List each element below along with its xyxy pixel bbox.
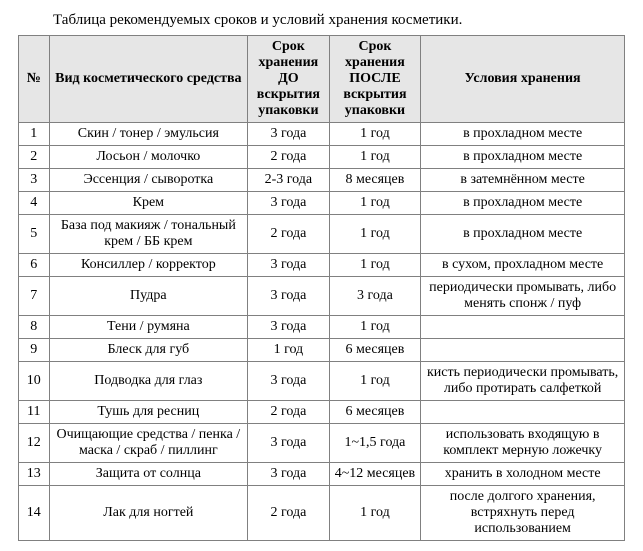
cell-product: Подводка для глаз — [49, 362, 248, 401]
cell-num: 3 — [19, 169, 50, 192]
cell-product: Лак для ногтей — [49, 486, 248, 541]
col-header-after: Срок хранения ПОСЛЕ вскрытия упаковки — [329, 36, 421, 123]
cell-before: 3 года — [248, 254, 329, 277]
cell-before: 2 года — [248, 486, 329, 541]
cell-num: 13 — [19, 463, 50, 486]
cell-before: 2 года — [248, 401, 329, 424]
cell-product: Консиллер / корректор — [49, 254, 248, 277]
cell-before: 2 года — [248, 215, 329, 254]
cell-product: Крем — [49, 192, 248, 215]
cell-num: 10 — [19, 362, 50, 401]
col-header-num: № — [19, 36, 50, 123]
cell-num: 2 — [19, 146, 50, 169]
cell-product: Скин / тонер / эмульсия — [49, 123, 248, 146]
table-row: 6Консиллер / корректор3 года1 годв сухом… — [19, 254, 625, 277]
cell-before: 3 года — [248, 424, 329, 463]
cell-conditions: в прохладном месте — [421, 215, 625, 254]
cell-product: Пудра — [49, 277, 248, 316]
cell-after: 1~1,5 года — [329, 424, 421, 463]
cell-conditions: после долгого хранения, встряхнуть перед… — [421, 486, 625, 541]
cell-num: 11 — [19, 401, 50, 424]
table-row: 7Пудра3 года3 годапериодически промывать… — [19, 277, 625, 316]
cell-conditions: использовать входящую в комплект мерную … — [421, 424, 625, 463]
col-header-product: Вид косметического средства — [49, 36, 248, 123]
cell-before: 3 года — [248, 362, 329, 401]
col-header-conditions: Условия хранения — [421, 36, 625, 123]
cell-num: 12 — [19, 424, 50, 463]
cell-num: 9 — [19, 339, 50, 362]
cell-after: 1 год — [329, 215, 421, 254]
cell-after: 8 месяцев — [329, 169, 421, 192]
cell-product: Эссенция / сыворотка — [49, 169, 248, 192]
cell-before: 3 года — [248, 316, 329, 339]
cell-after: 1 год — [329, 316, 421, 339]
cell-num: 14 — [19, 486, 50, 541]
cell-conditions — [421, 339, 625, 362]
cell-after: 1 год — [329, 486, 421, 541]
cell-conditions: в прохладном месте — [421, 123, 625, 146]
cell-after: 1 год — [329, 362, 421, 401]
cell-conditions — [421, 401, 625, 424]
cell-after: 1 год — [329, 146, 421, 169]
cell-num: 8 — [19, 316, 50, 339]
table-row: 9Блеск для губ1 год6 месяцев — [19, 339, 625, 362]
cell-product: Тушь для ресниц — [49, 401, 248, 424]
cell-conditions: хранить в холодном месте — [421, 463, 625, 486]
table-row: 13Защита от солнца3 года4~12 месяцевхран… — [19, 463, 625, 486]
cell-num: 1 — [19, 123, 50, 146]
cell-conditions: кисть периодически промывать, либо проти… — [421, 362, 625, 401]
cell-before: 1 год — [248, 339, 329, 362]
cell-after: 6 месяцев — [329, 401, 421, 424]
page-title: Таблица рекомендуемых сроков и условий х… — [53, 12, 625, 29]
cell-product: Лосьон / молочко — [49, 146, 248, 169]
cell-after: 1 год — [329, 192, 421, 215]
table-row: 3Эссенция / сыворотка2-3 года8 месяцевв … — [19, 169, 625, 192]
storage-table: № Вид косметического средства Срок хране… — [18, 35, 625, 541]
col-header-before: Срок хранения ДО вскрытия упаковки — [248, 36, 329, 123]
table-row: 1Скин / тонер / эмульсия3 года1 годв про… — [19, 123, 625, 146]
cell-before: 2-3 года — [248, 169, 329, 192]
cell-product: База под макияж / тональный крем / ББ кр… — [49, 215, 248, 254]
table-row: 4Крем3 года1 годв прохладном месте — [19, 192, 625, 215]
cell-product: Защита от солнца — [49, 463, 248, 486]
table-header-row: № Вид косметического средства Срок хране… — [19, 36, 625, 123]
table-row: 5База под макияж / тональный крем / ББ к… — [19, 215, 625, 254]
cell-before: 3 года — [248, 277, 329, 316]
cell-num: 4 — [19, 192, 50, 215]
table-row: 10Подводка для глаз3 года1 годкисть пери… — [19, 362, 625, 401]
cell-product: Тени / румяна — [49, 316, 248, 339]
cell-after: 1 год — [329, 254, 421, 277]
cell-before: 3 года — [248, 463, 329, 486]
cell-conditions: в сухом, прохладном месте — [421, 254, 625, 277]
cell-conditions — [421, 316, 625, 339]
cell-after: 6 месяцев — [329, 339, 421, 362]
cell-product: Блеск для губ — [49, 339, 248, 362]
cell-num: 5 — [19, 215, 50, 254]
cell-num: 6 — [19, 254, 50, 277]
table-row: 11Тушь для ресниц2 года6 месяцев — [19, 401, 625, 424]
cell-conditions: в прохладном месте — [421, 146, 625, 169]
table-row: 2Лосьон / молочко2 года1 годв прохладном… — [19, 146, 625, 169]
cell-conditions: в прохладном месте — [421, 192, 625, 215]
table-row: 8Тени / румяна3 года1 год — [19, 316, 625, 339]
cell-product: Очищающие средства / пенка / маска / скр… — [49, 424, 248, 463]
cell-after: 4~12 месяцев — [329, 463, 421, 486]
cell-before: 3 года — [248, 123, 329, 146]
cell-conditions: в затемнённом месте — [421, 169, 625, 192]
cell-after: 1 год — [329, 123, 421, 146]
cell-before: 2 года — [248, 146, 329, 169]
cell-num: 7 — [19, 277, 50, 316]
cell-conditions: периодически промывать, либо менять спон… — [421, 277, 625, 316]
table-row: 14Лак для ногтей2 года1 годпосле долгого… — [19, 486, 625, 541]
cell-after: 3 года — [329, 277, 421, 316]
table-row: 12Очищающие средства / пенка / маска / с… — [19, 424, 625, 463]
cell-before: 3 года — [248, 192, 329, 215]
